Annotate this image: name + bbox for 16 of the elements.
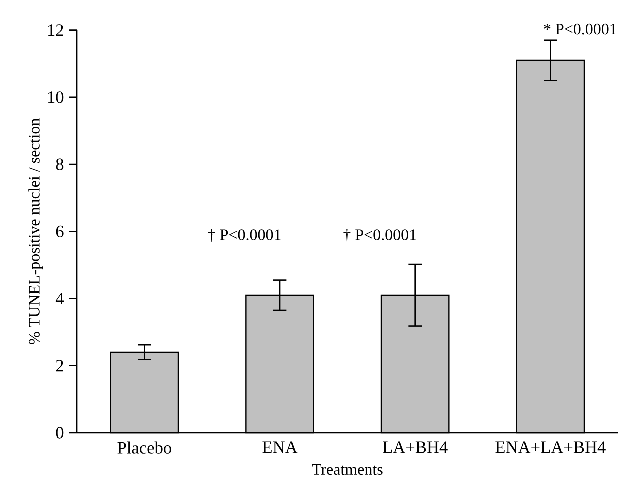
x-tick-label: ENA+LA+BH4 (496, 442, 606, 454)
x-tick-label: ENA (262, 442, 298, 454)
x-tick-label: LA+BH4 (383, 442, 448, 454)
y-axis-title: % TUNEL-positive nuclei / section (28, 118, 44, 344)
y-tick-label: 6 (56, 226, 64, 238)
y-tick-label: 12 (48, 24, 64, 36)
annotation: † P<0.0001 (344, 229, 416, 242)
y-tick-label: 10 (48, 92, 64, 104)
annotation: * P<0.0001 (544, 24, 616, 35)
y-tick-label: 8 (56, 158, 64, 170)
x-tick-label: Placebo (118, 442, 172, 454)
x-axis-title: Treatments (312, 464, 383, 476)
y-tick-label: 2 (56, 360, 64, 372)
y-tick-label: 4 (56, 293, 64, 304)
y-tick-label: 0 (56, 427, 64, 439)
annotation: † P<0.0001 (208, 229, 281, 242)
